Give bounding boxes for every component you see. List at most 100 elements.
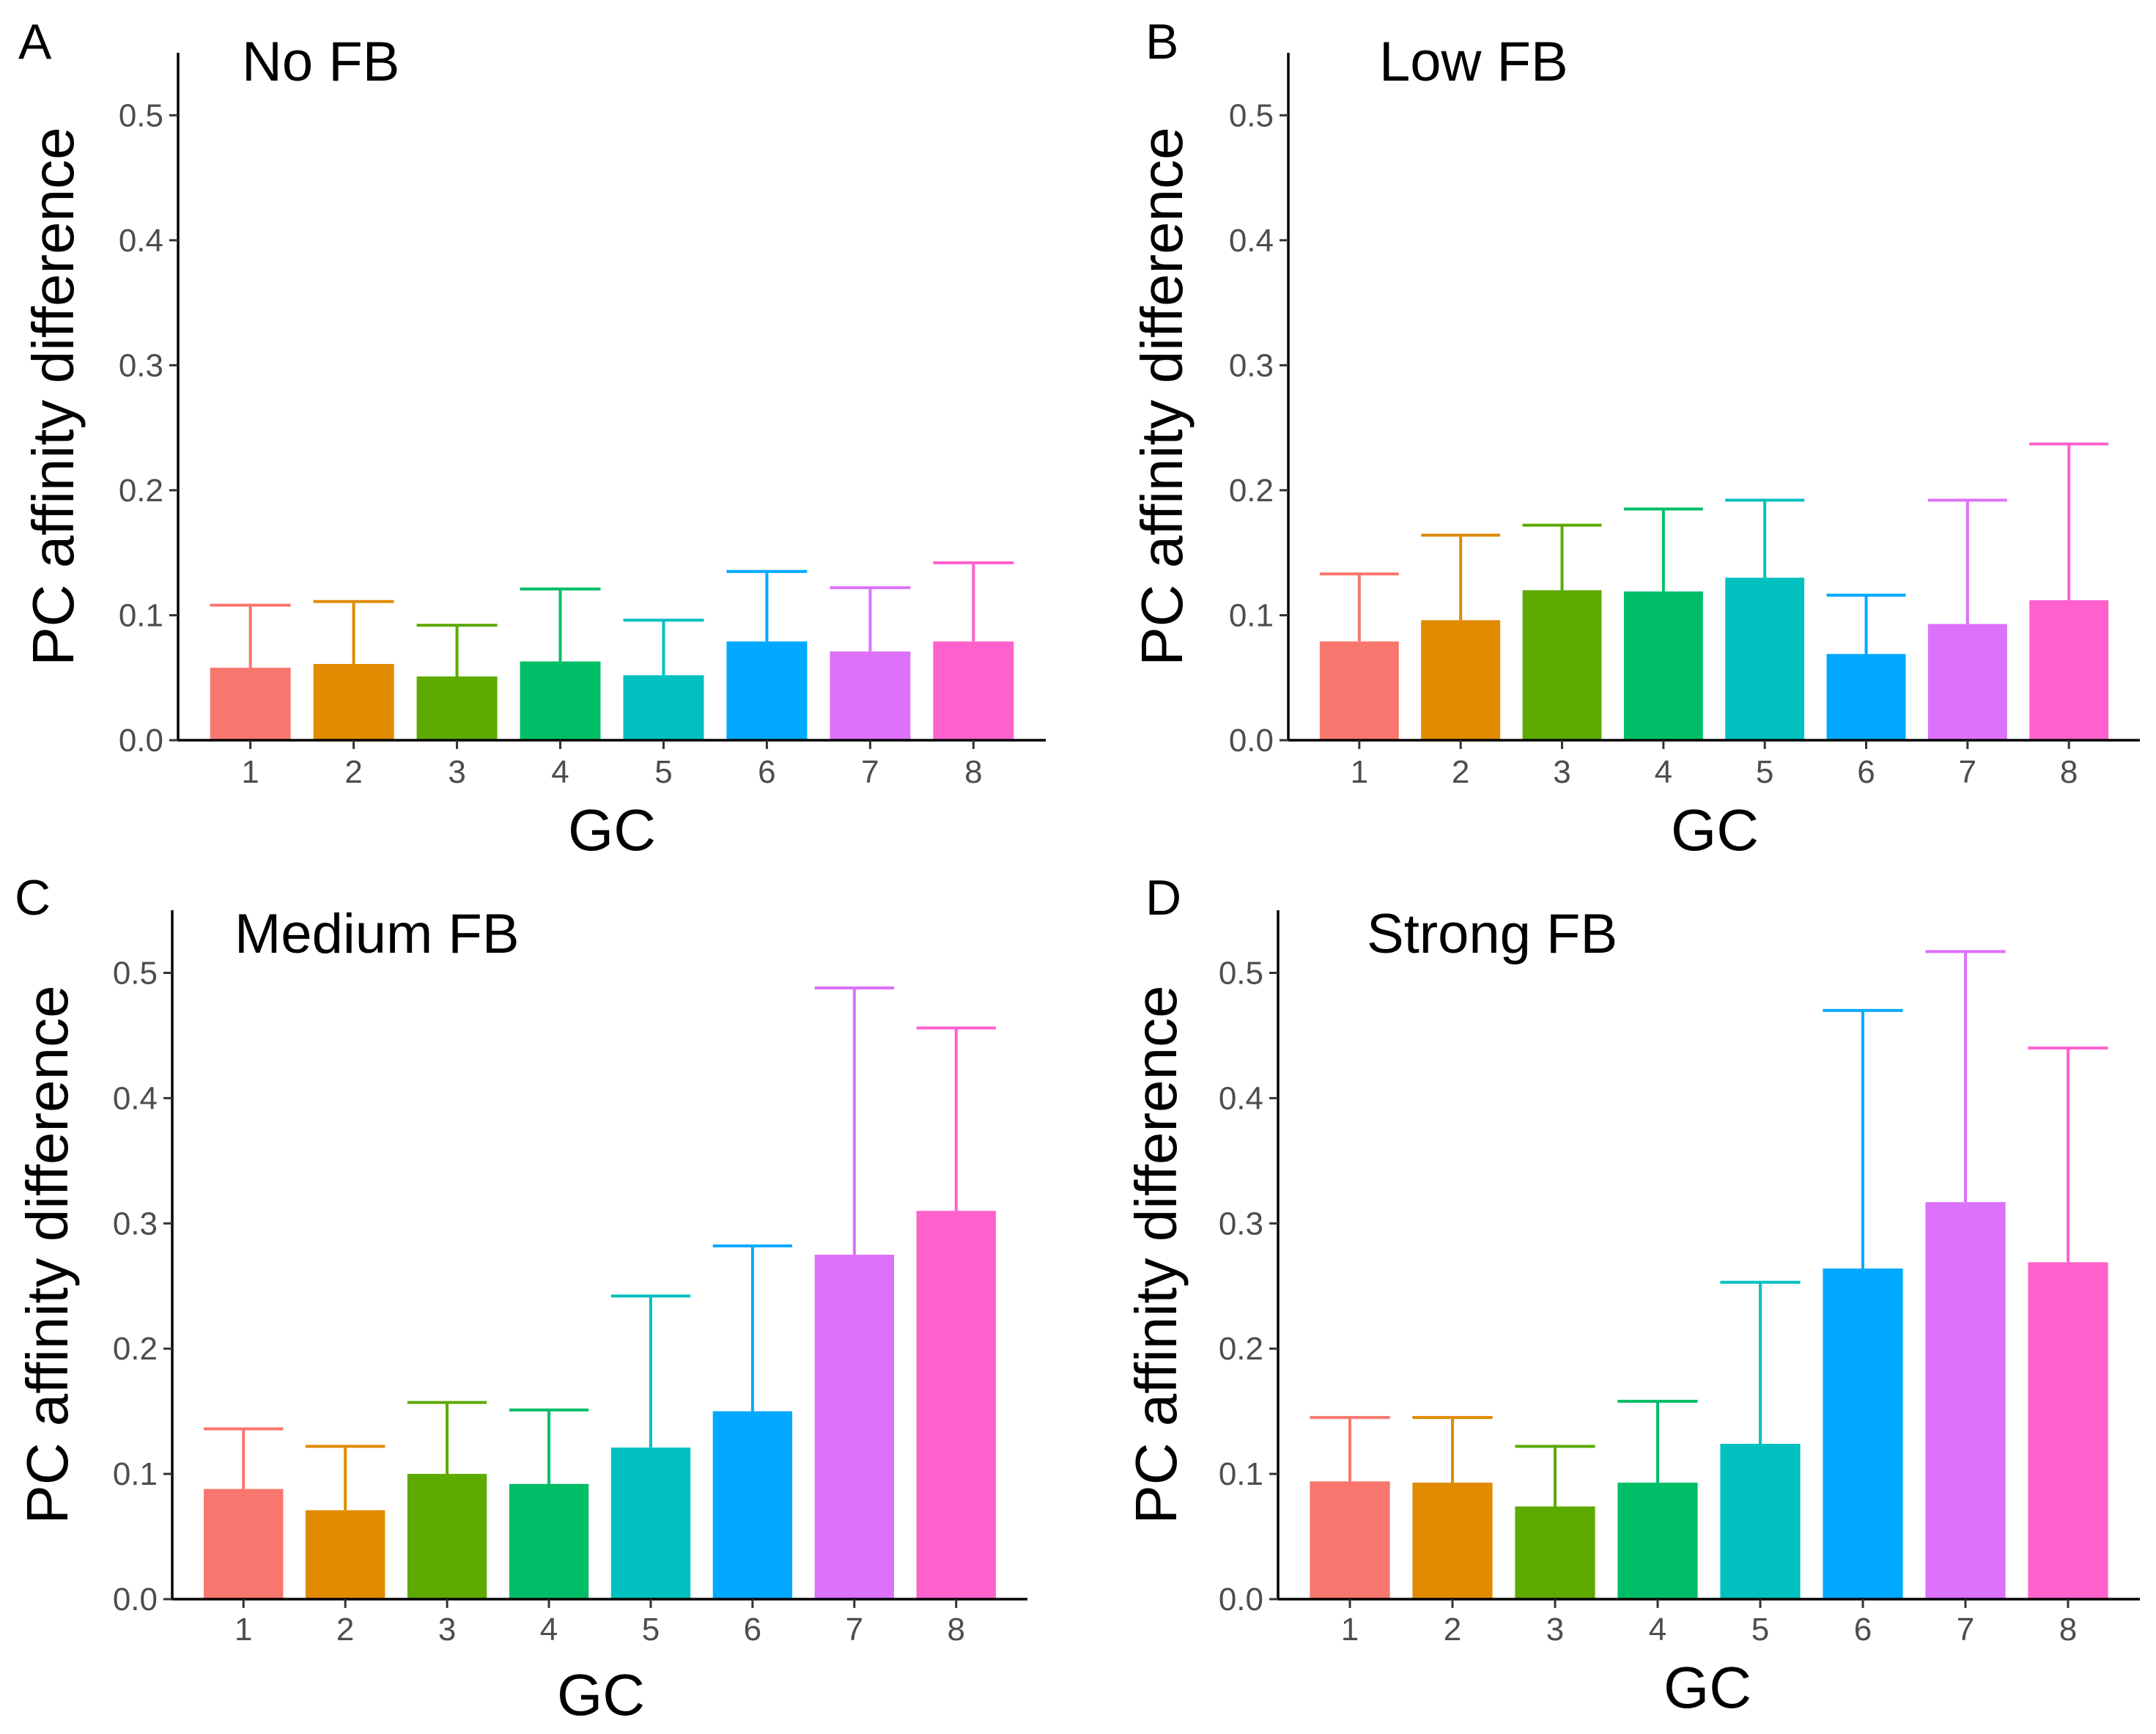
x-tick-label: 2 (1452, 754, 1469, 790)
y-tick-label: 0.2 (1229, 473, 1274, 509)
x-tick-label: 1 (1341, 1612, 1359, 1648)
y-tick-label: 0.1 (113, 1456, 158, 1492)
y-axis-title: PC affinity difference (1129, 127, 1195, 665)
x-tick-label: 3 (448, 754, 465, 790)
panel-letter: B (1145, 14, 1178, 70)
bar-gc-4 (1623, 591, 1703, 740)
bar-gc-7 (814, 1255, 895, 1599)
y-tick-label: 0.5 (1229, 97, 1274, 133)
bar-gc-1 (210, 668, 291, 740)
y-tick-label: 0.5 (1219, 955, 1263, 991)
x-axis-title: GC (1664, 1655, 1751, 1720)
bar-gc-8 (916, 1211, 996, 1599)
panel-letter: D (1145, 870, 1181, 926)
x-tick-label: 6 (758, 754, 775, 790)
x-tick-label: 6 (744, 1612, 761, 1648)
x-tick-label: 6 (1854, 1612, 1872, 1648)
bar-gc-6 (1823, 1268, 1903, 1599)
y-tick-label: 0.4 (113, 1080, 158, 1116)
panel-letter: C (15, 870, 51, 926)
x-tick-label: 8 (2060, 754, 2078, 790)
x-tick-label: 8 (948, 1612, 965, 1648)
bar-gc-4 (520, 661, 601, 740)
y-axis-title: PC affinity difference (1123, 985, 1189, 1524)
x-tick-label: 1 (235, 1612, 252, 1648)
bar-gc-7 (1927, 624, 2007, 740)
x-tick-label: 5 (1756, 754, 1773, 790)
panel-title: Low FB (1379, 31, 1568, 93)
x-axis-title: GC (1671, 797, 1759, 863)
x-tick-label: 7 (1957, 1612, 1974, 1648)
y-tick-label: 0.1 (1229, 597, 1274, 633)
bar-gc-7 (830, 651, 911, 740)
x-tick-label: 1 (1351, 754, 1368, 790)
bar-gc-1 (1319, 641, 1399, 740)
bar-gc-2 (1421, 620, 1501, 740)
x-tick-label: 2 (336, 1612, 354, 1648)
bar-gc-4 (509, 1483, 589, 1599)
x-axis-title: GC (557, 1662, 645, 1727)
y-tick-label: 0.0 (113, 1582, 158, 1617)
x-tick-label: 7 (846, 1612, 863, 1648)
x-tick-label: 1 (241, 754, 259, 790)
y-tick-label: 0.3 (1229, 347, 1274, 383)
y-tick-label: 0.0 (119, 723, 163, 759)
bar-gc-2 (313, 663, 394, 740)
bar-gc-6 (1826, 654, 1906, 740)
panel-title: Strong FB (1367, 903, 1617, 965)
x-tick-label: 2 (1444, 1612, 1461, 1648)
x-tick-label: 3 (1546, 1612, 1564, 1648)
y-tick-label: 0.3 (113, 1206, 158, 1242)
x-tick-label: 5 (1751, 1612, 1769, 1648)
x-axis-title: GC (568, 797, 656, 863)
bar-gc-5 (1725, 578, 1805, 740)
y-tick-label: 0.0 (1219, 1582, 1263, 1617)
bar-gc-8 (2029, 599, 2109, 740)
bar-gc-1 (204, 1488, 284, 1599)
y-axis-title: PC affinity difference (21, 127, 86, 665)
bar-gc-8 (2028, 1262, 2108, 1599)
y-tick-label: 0.0 (1229, 723, 1274, 759)
y-axis-title: PC affinity difference (15, 985, 80, 1524)
bar-gc-7 (1925, 1202, 2006, 1599)
x-tick-label: 4 (1649, 1612, 1666, 1648)
y-tick-label: 0.5 (113, 955, 158, 991)
y-tick-label: 0.3 (1219, 1206, 1263, 1242)
bar-gc-6 (712, 1411, 793, 1599)
bar-gc-3 (1515, 1506, 1595, 1599)
bar-gc-6 (726, 641, 808, 740)
x-tick-label: 6 (1857, 754, 1875, 790)
x-tick-label: 4 (551, 754, 569, 790)
panel-title: No FB (242, 31, 399, 93)
y-tick-label: 0.1 (119, 597, 163, 633)
x-tick-label: 8 (964, 754, 982, 790)
y-tick-label: 0.5 (119, 97, 163, 133)
y-tick-label: 0.4 (119, 223, 163, 259)
bar-gc-2 (305, 1510, 385, 1599)
x-tick-label: 7 (861, 754, 879, 790)
panel-title: Medium FB (235, 903, 520, 965)
bar-gc-1 (1310, 1481, 1390, 1599)
x-tick-label: 2 (344, 754, 362, 790)
x-tick-label: 3 (438, 1612, 456, 1648)
bar-gc-8 (933, 641, 1014, 740)
y-tick-label: 0.2 (119, 473, 163, 509)
bar-gc-2 (1412, 1483, 1493, 1599)
x-tick-label: 7 (1959, 754, 1976, 790)
panel-letter: A (18, 14, 52, 70)
y-tick-label: 0.4 (1229, 223, 1274, 259)
bar-gc-5 (610, 1447, 691, 1599)
y-tick-label: 0.2 (1219, 1331, 1263, 1367)
bar-gc-3 (1522, 590, 1602, 740)
y-tick-label: 0.2 (113, 1331, 158, 1367)
y-tick-label: 0.1 (1219, 1456, 1263, 1492)
x-tick-label: 8 (2059, 1612, 2077, 1648)
x-tick-label: 5 (642, 1612, 660, 1648)
x-tick-label: 3 (1553, 754, 1570, 790)
bar-gc-3 (407, 1474, 487, 1599)
bar-gc-4 (1617, 1483, 1698, 1599)
bar-gc-5 (623, 675, 704, 740)
y-tick-label: 0.3 (119, 347, 163, 383)
